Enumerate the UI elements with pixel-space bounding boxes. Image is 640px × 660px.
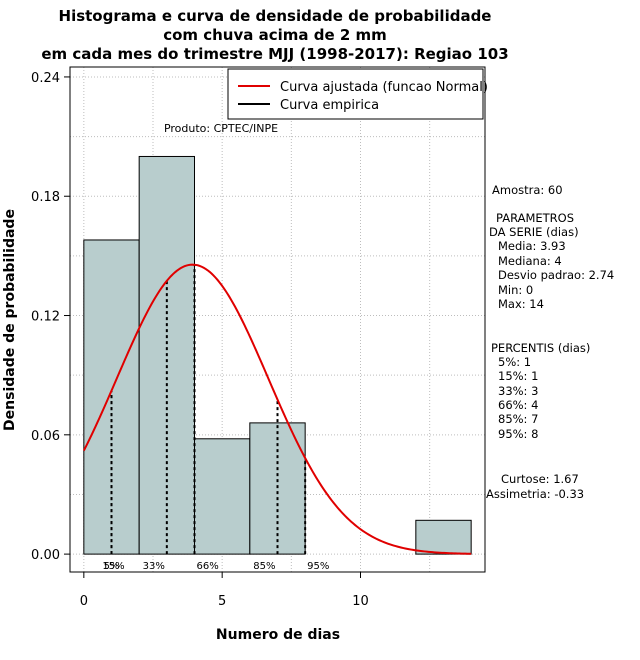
plot-area-border xyxy=(69,66,486,573)
y-tick-label: 0.00 xyxy=(31,548,60,563)
percentis-title: PERCENTIS (dias) xyxy=(491,341,590,355)
stat-desvio: Desvio padrao: 2.74 xyxy=(498,268,614,282)
x-tick-label: 10 xyxy=(352,594,369,609)
params-title-1: PARAMETROS xyxy=(496,211,574,225)
stat-media: Media: 3.93 xyxy=(498,239,566,253)
percentil-85: 85%: 7 xyxy=(498,412,538,426)
y-axis-title: Densidade de probabilidade xyxy=(2,209,18,431)
percentil-66: 66%: 4 xyxy=(498,398,538,412)
product-label: Produto: CPTEC/INPE xyxy=(164,122,278,135)
percentil-15: 15%: 1 xyxy=(498,369,538,383)
bars-layer xyxy=(83,155,472,555)
stat-curtose: Curtose: 1.67 xyxy=(501,472,579,486)
y-axis: 0.00 0.06 0.12 0.18 0.24 xyxy=(31,71,70,563)
y-tick-label: 0.24 xyxy=(31,71,60,86)
stat-mediana: Mediana: 4 xyxy=(498,254,562,268)
chart-title-line-1: Histograma e curva de densidade de proba… xyxy=(59,7,492,25)
percentile-label: 66% xyxy=(197,561,219,572)
percentile-label: 15% xyxy=(102,561,124,572)
params-title-2: DA SERIE (dias) xyxy=(489,225,579,239)
legend-label-empirical: Curva empirica xyxy=(280,98,379,113)
y-tick-label: 0.18 xyxy=(31,190,60,205)
x-axis: 0 5 10 xyxy=(80,572,369,609)
percentil-5: 5%: 1 xyxy=(498,355,531,369)
x-axis-title: Numero de dias xyxy=(216,627,340,643)
percentile-lines-layer: 5%15% 33% 66% 85% 95% xyxy=(102,264,329,572)
chart-title-line-3: em cada mes do trimestre MJJ (1998-2017)… xyxy=(41,45,508,63)
legend: Curva ajustada (funcao Normal) Curva emp… xyxy=(227,68,488,120)
histogram-bar xyxy=(415,519,472,555)
histogram-bar xyxy=(194,438,251,555)
percentile-label: 85% xyxy=(253,561,275,572)
sample-size: Amostra: 60 xyxy=(492,183,563,197)
stat-max: Max: 14 xyxy=(498,297,544,311)
percentile-label: 5% xyxy=(104,561,120,572)
chart-title-line-2: com chuva acima de 2 mm xyxy=(163,26,387,44)
percentile-label: 95% xyxy=(307,561,329,572)
percentile-label: 33% xyxy=(143,561,165,572)
percentil-33: 33%: 3 xyxy=(498,384,538,398)
y-tick-label: 0.12 xyxy=(31,310,60,325)
legend-box xyxy=(227,68,484,120)
percentil-95: 95%: 8 xyxy=(498,427,538,441)
x-tick-label: 5 xyxy=(218,594,226,609)
normal-curve xyxy=(82,263,472,555)
stat-assimetria: Assimetria: -0.33 xyxy=(486,487,584,501)
stat-min: Min: 0 xyxy=(498,283,533,297)
curve-layer xyxy=(82,263,472,555)
statistics-panel: Amostra: 60 PARAMETROS DA SERIE (dias) M… xyxy=(486,183,614,501)
x-tick-label: 0 xyxy=(80,594,88,609)
legend-label-normal: Curva ajustada (funcao Normal) xyxy=(280,80,488,95)
y-tick-label: 0.06 xyxy=(31,429,60,444)
